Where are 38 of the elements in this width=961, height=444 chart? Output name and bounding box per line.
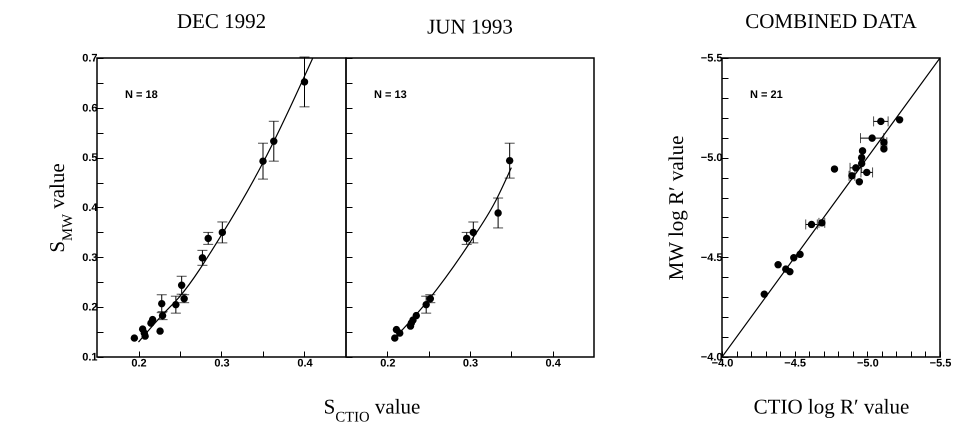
annotation: N = 13 <box>374 89 407 101</box>
y-tick-label: 0.7 <box>82 52 98 64</box>
x-tick-label: 0.3 <box>462 358 478 370</box>
point <box>774 261 782 268</box>
y-tick-label: −4.5 <box>700 252 722 264</box>
point <box>856 178 864 186</box>
point <box>880 145 888 153</box>
annotation: N = 21 <box>750 89 783 101</box>
point <box>896 116 904 124</box>
x-tick-label: −5.5 <box>930 358 952 370</box>
annotation: N = 18 <box>125 89 158 101</box>
point <box>391 334 398 342</box>
y-tick-label: −5.5 <box>700 52 722 64</box>
x-axis-title: CTIO log R′ value <box>754 394 910 418</box>
y-tick-label: −5.0 <box>700 152 722 164</box>
chart-title: COMBINED DATA <box>745 9 918 33</box>
x-tick-label: −5.0 <box>856 358 879 370</box>
y-tick-label: 0.4 <box>82 202 98 214</box>
chart-title: DEC 1992 <box>176 9 266 33</box>
y-axis-title: MW log R′ value <box>664 136 688 280</box>
y-tick-label: 0.3 <box>82 252 98 264</box>
x-tick-label: 0.4 <box>297 358 314 370</box>
point <box>786 268 794 276</box>
point <box>130 334 138 342</box>
x-tick-label: 0.4 <box>546 358 562 370</box>
x-tick-label: 0.2 <box>380 358 396 370</box>
x-tick-label: −4.5 <box>784 358 806 370</box>
x-tick-label: 0.2 <box>131 358 147 370</box>
point <box>156 327 164 335</box>
point <box>830 165 838 173</box>
chart-title: JUN 1993 <box>427 14 513 38</box>
x-axis-title: S$_{CTIO}$ value <box>324 394 420 426</box>
point <box>858 147 866 155</box>
y-tick-label: 0.2 <box>82 302 98 314</box>
y-tick-label: 0.6 <box>82 102 98 114</box>
y-tick-label: 0.5 <box>82 152 98 164</box>
x-tick-label: 0.3 <box>214 358 230 370</box>
y-tick-label: 0.1 <box>82 352 98 364</box>
